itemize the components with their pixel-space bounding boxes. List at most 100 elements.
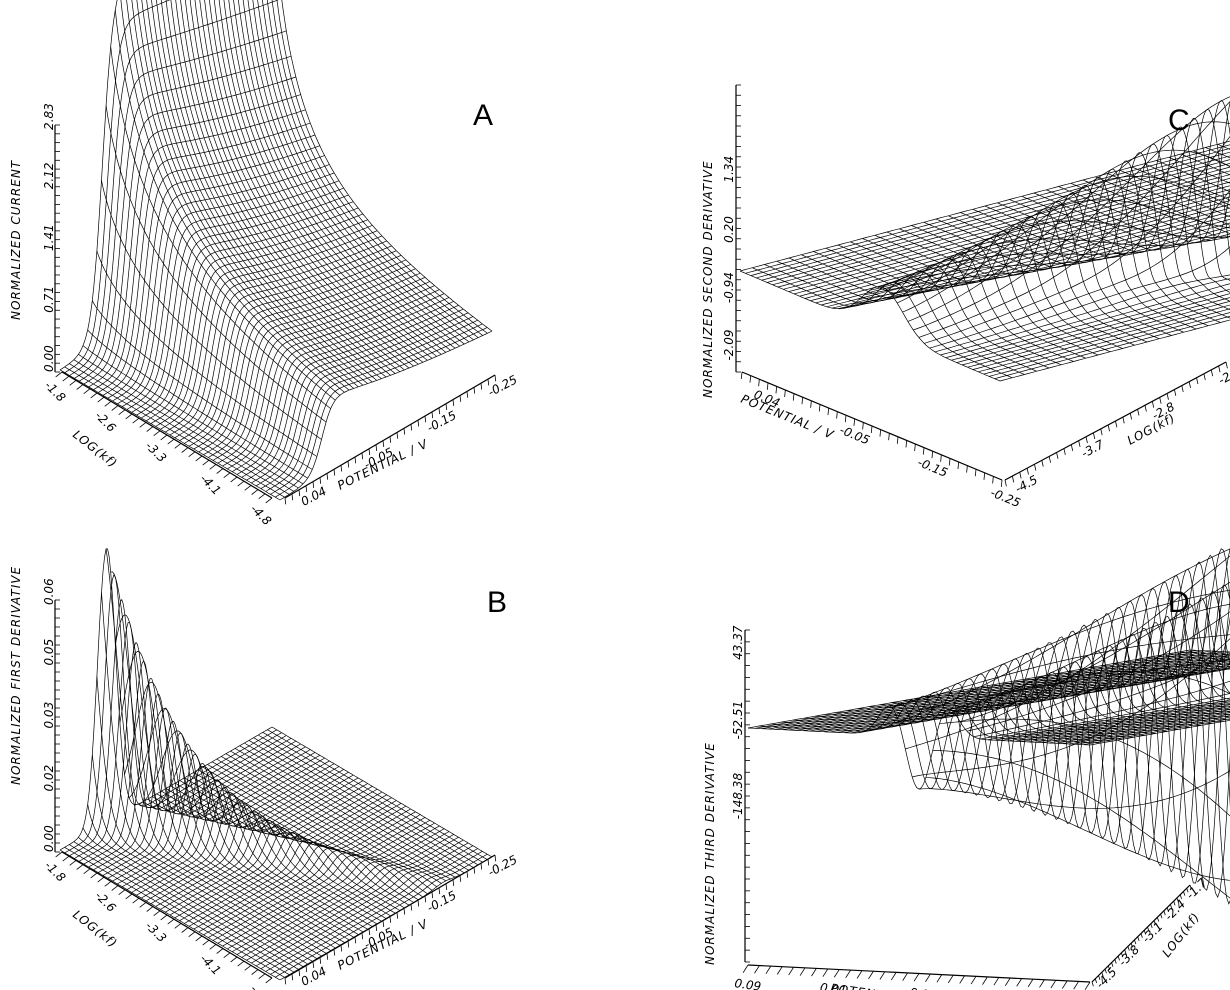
surface-line <box>260 316 474 489</box>
surface-line <box>122 762 335 888</box>
x-axis-tick <box>905 440 908 448</box>
y-axis-tick <box>1098 975 1101 980</box>
y-axis-tick <box>1137 409 1140 416</box>
surface-line <box>934 246 1230 353</box>
y-axis-tick <box>1163 910 1166 916</box>
surface-line <box>87 329 308 479</box>
x-axis-tick <box>361 452 364 460</box>
surface-line <box>117 164 330 405</box>
y-axis-tick <box>1170 904 1173 909</box>
surface-line <box>932 750 1230 899</box>
y-axis-tick <box>111 885 119 891</box>
surface-line <box>184 800 397 924</box>
x-axis-tick <box>959 975 965 984</box>
x-axis-tick <box>914 443 916 452</box>
x-axis-tick <box>445 403 448 411</box>
y-axis-tick <box>160 434 168 441</box>
surface-line <box>987 693 1230 741</box>
surface-line <box>966 611 1230 732</box>
surface-line <box>794 177 1230 295</box>
surface-line <box>260 845 474 970</box>
z-tick-label: 2.12 <box>42 163 56 190</box>
x-axis-tick <box>452 879 455 886</box>
x-axis-tick <box>940 454 942 462</box>
surface-line <box>112 155 325 402</box>
x-axis-tick <box>487 379 490 386</box>
x-axis-tick <box>291 493 294 501</box>
z-tick-label: 43.37 <box>731 625 745 660</box>
surface-line <box>217 281 430 464</box>
x-axis-tick <box>947 974 954 984</box>
y-axis-tick <box>244 965 252 971</box>
surface-line <box>1178 651 1230 655</box>
x-axis-tick <box>480 863 483 870</box>
y-axis-tick <box>202 939 210 946</box>
y-axis-tick <box>1048 456 1051 463</box>
x-axis-tick <box>801 397 804 405</box>
y-axis-tick <box>1186 888 1189 893</box>
surface-line <box>777 166 1230 288</box>
surface-line <box>739 270 1001 382</box>
surface-line <box>756 151 1230 279</box>
x-axis-tick <box>305 965 308 973</box>
surface-line <box>155 783 368 907</box>
panel-b: 0.00 0.02 0.03 0.05 0.06 -1.8 -2.6 -3.3 -4.1 -4.8… <box>9 548 520 990</box>
y-axis-tick <box>118 889 126 896</box>
surface-line <box>141 774 354 899</box>
y-axis-tick <box>153 430 161 437</box>
surface-line <box>88 94 301 388</box>
y-axis-tick <box>1117 956 1120 961</box>
x-axis-tick <box>459 875 462 882</box>
x-axis-tick <box>765 965 772 975</box>
x-axis-tick <box>754 965 760 974</box>
surface-line <box>203 268 416 456</box>
surface-line <box>1014 702 1230 742</box>
z-tick-label: -2.09 <box>722 329 736 360</box>
surface-line <box>227 289 440 470</box>
y-axis-tick <box>167 918 175 925</box>
y-axis-tick <box>1134 939 1137 945</box>
y-tick-label: -3.8 <box>1116 942 1143 969</box>
surface-line <box>1028 706 1230 743</box>
x-axis-label: POTENTIAL / V <box>335 917 430 973</box>
x-axis-tick <box>902 972 908 981</box>
z-axis-label: NORMALIZED THIRD DERIVATIVE <box>703 742 717 965</box>
x-axis-tick <box>896 436 899 444</box>
y-axis-tick <box>1151 401 1155 408</box>
x-axis-tick <box>810 400 812 408</box>
x-axis-tick <box>822 968 829 977</box>
y-tick-label: -3.1 <box>1139 919 1165 945</box>
z-axis-label: NORMALIZED FIRST DERIVATIVE <box>9 566 23 785</box>
x-axis-tick <box>368 928 371 936</box>
surface-line <box>74 622 287 859</box>
surface-line <box>896 175 1230 304</box>
y-axis-tick <box>83 388 91 395</box>
y-axis-tick <box>251 969 259 975</box>
y-axis-tick <box>118 409 126 416</box>
y-axis-tick <box>1034 464 1037 471</box>
surface-line <box>141 201 354 419</box>
y-axis-tick <box>1129 413 1133 420</box>
y-axis-tick <box>1078 440 1081 448</box>
surface-line <box>989 312 1230 377</box>
y-tick-label: -4.5 <box>1013 473 1040 496</box>
surface-line <box>1145 657 1230 663</box>
surface-line <box>265 848 478 972</box>
x-axis-tick <box>340 465 343 472</box>
surface-line <box>884 634 1230 709</box>
y-axis-tick <box>265 497 273 504</box>
surface-line <box>877 659 1230 718</box>
y-axis-tick <box>216 468 224 474</box>
x-axis-tick <box>1073 981 1079 990</box>
z-axis-label: NORMALIZED CURRENT <box>9 159 23 320</box>
y-tick-label: -2.6 <box>92 888 119 915</box>
x-axis-tick <box>459 395 462 402</box>
surface-line <box>179 797 392 922</box>
surface-line <box>1205 147 1230 159</box>
surface-line <box>1046 100 1230 246</box>
x-axis-label: POTENTIAL / V <box>739 392 836 442</box>
y-axis-tick <box>1160 913 1163 919</box>
y-axis-tick <box>1181 385 1184 392</box>
surface-line <box>768 650 1211 730</box>
y-axis-tick <box>69 380 77 386</box>
